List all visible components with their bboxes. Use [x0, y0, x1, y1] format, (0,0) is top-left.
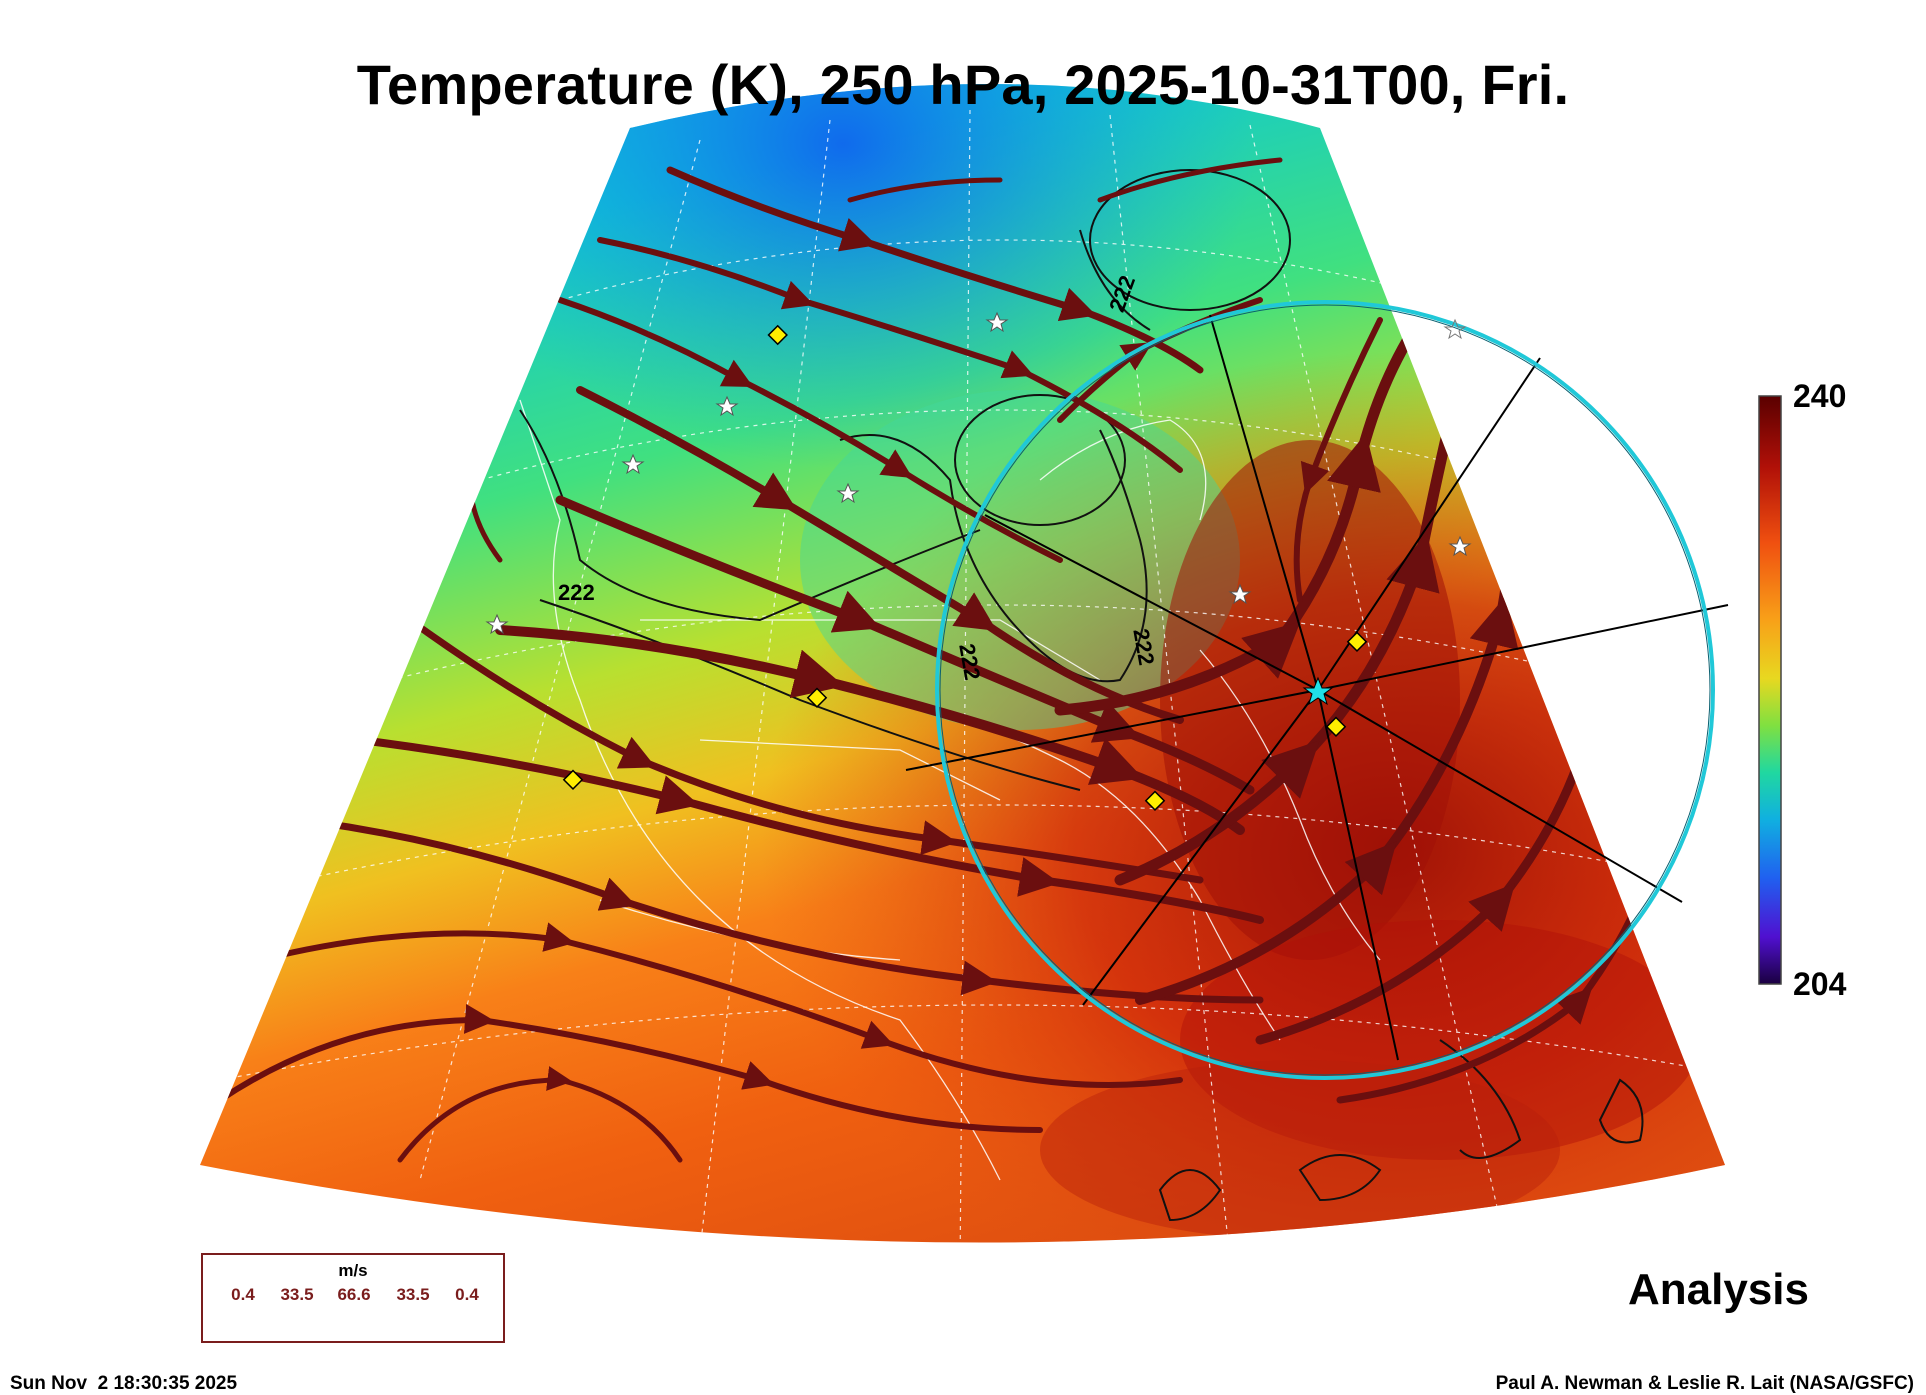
star-marker [485, 613, 509, 635]
legend-value: 66.6 [337, 1285, 371, 1304]
star-marker [715, 395, 739, 417]
diamond-marker [562, 769, 584, 790]
wind-speed-legend: m/s 0.4 33.5 66.6 33.5 0.4 [201, 1253, 505, 1343]
colorbar [1758, 395, 1782, 985]
star-marker [1443, 318, 1467, 340]
radial-lines [905, 314, 1729, 1061]
footer-credit: Paul A. Newman & Leslie R. Lait (NASA/GS… [1495, 1373, 1914, 1394]
legend-value: 0.4 [455, 1285, 479, 1304]
diamond-marker [1144, 790, 1166, 811]
chart-title: Temperature (K), 250 hPa, 2025-10-31T00,… [356, 53, 1570, 116]
analysis-label: Analysis [1628, 1265, 1809, 1314]
diamond-marker [1346, 631, 1368, 652]
center-star-marker [1302, 676, 1334, 706]
legend-value: 33.5 [280, 1285, 314, 1304]
legend-value: 0.4 [231, 1285, 255, 1304]
wind-streamlines [217, 157, 1664, 1163]
star-marker [621, 453, 645, 475]
contour-label: 222 [558, 580, 595, 605]
colorbar-max-label: 240 [1793, 378, 1847, 414]
diamond-marker [806, 687, 828, 708]
footer-timestamp: Sun Nov 2 18:30:35 2025 [10, 1373, 238, 1394]
legend-unit: m/s [338, 1261, 368, 1280]
star-marker [1228, 583, 1252, 605]
station-diamonds [562, 324, 1368, 811]
contour-label-group: 222 222 222 222 [558, 272, 1159, 682]
temperature-field [200, 84, 1725, 1243]
colorbar-min-label: 204 [1793, 966, 1847, 1002]
station-stars [485, 311, 1472, 635]
star-marker [836, 482, 860, 504]
star-marker [1448, 535, 1472, 557]
diamond-marker [767, 324, 788, 346]
cyan-ring [935, 300, 1715, 1080]
legend-value: 33.5 [396, 1285, 430, 1304]
star-marker [985, 311, 1009, 333]
diamond-marker [1325, 716, 1347, 737]
